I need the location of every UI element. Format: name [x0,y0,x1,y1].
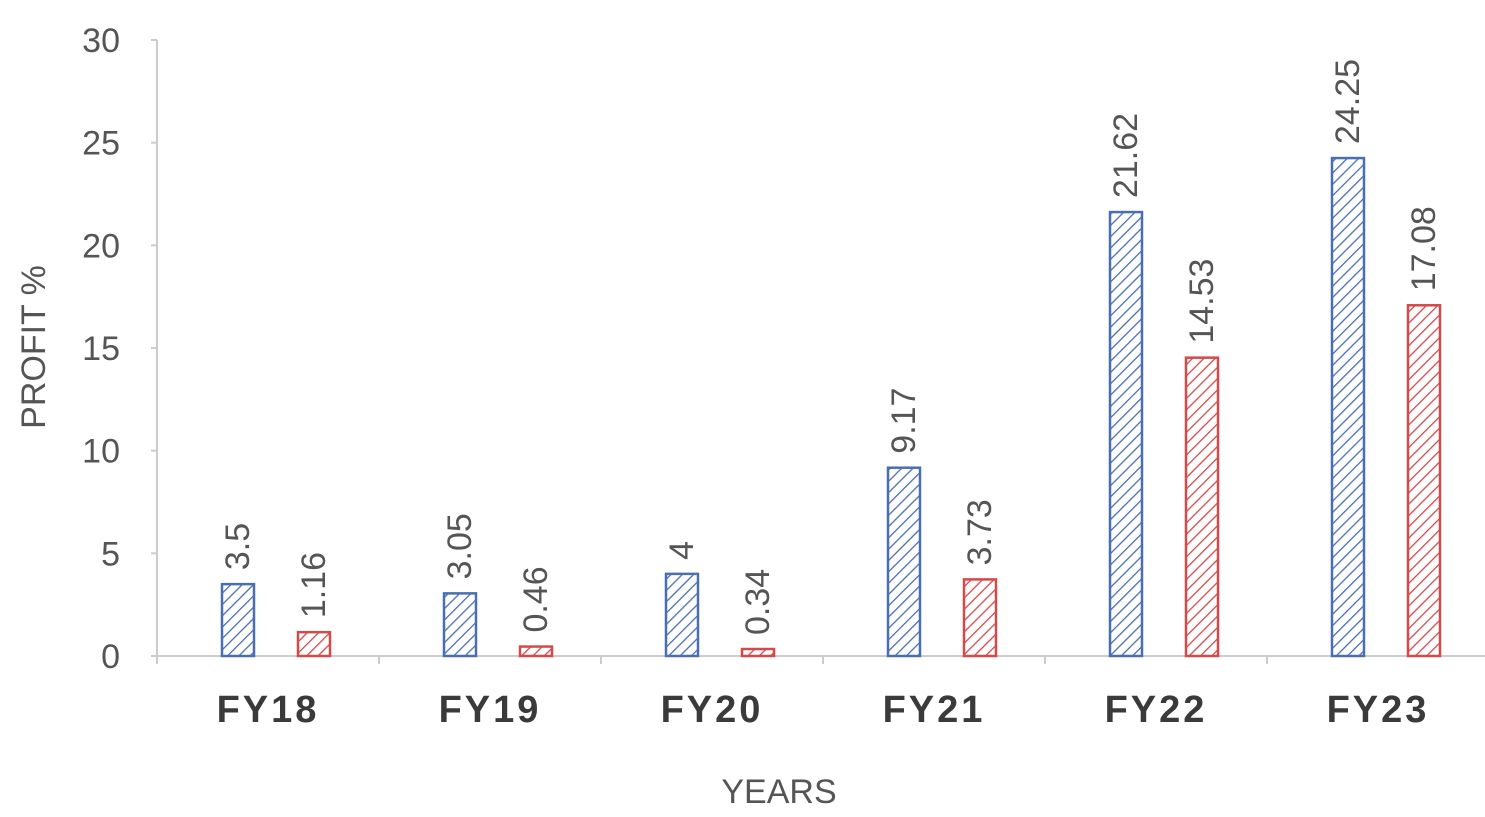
data-label-series2-fy22: 14.53 [1183,259,1221,344]
data-label-series1-fy19: 3.05 [441,513,479,579]
x-tick-label-fy21: FY21 [883,689,986,731]
y-axis-ticks: 0 5 10 15 20 25 30 [82,22,157,676]
bar-series2-fy21 [962,578,998,658]
bar-series2-fy18 [296,630,332,658]
bar-series1-fy23 [1330,156,1366,658]
bar-series1-fy22 [1108,210,1144,658]
data-label-series1-fy20: 4 [663,541,701,560]
bar-series1-fy18 [220,582,256,658]
x-tick-label-fy20: FY20 [661,689,764,731]
data-label-series1-fy21: 9.17 [885,388,923,454]
y-tick-label: 5 [101,535,120,573]
bar-series2-fy20 [740,647,776,658]
y-tick-label: 30 [82,22,120,60]
x-tick-label-fy23: FY23 [1327,689,1430,731]
y-tick-label: 15 [82,330,120,368]
data-label-series2-fy18: 1.16 [295,552,333,618]
data-label-series1-fy23: 24.25 [1329,59,1367,144]
data-label-series2-fy20: 0.34 [739,569,777,635]
data-label-series2-fy23: 17.08 [1405,206,1443,291]
x-axis-ticks: FY18 FY19 FY20 FY21 FY22 FY23 [156,656,1430,731]
y-tick-label: 25 [82,125,120,163]
bar-series1-fy19 [442,592,478,658]
x-tick-label-fy19: FY19 [439,689,542,731]
data-label-series1-fy22: 21.62 [1107,113,1145,198]
y-axis-label: PROFIT % [15,265,53,429]
bar-series1-fy21 [886,466,922,658]
bar-series2-fy23 [1406,304,1442,658]
data-label-series1-fy18: 3.5 [219,523,257,570]
x-tick-label-fy18: FY18 [217,689,320,731]
y-tick-label: 0 [101,638,120,676]
y-tick-label: 20 [82,227,120,265]
x-axis-label: YEARS [721,773,836,811]
axes [156,40,1485,657]
x-tick-label-fy22: FY22 [1105,689,1208,731]
bars [220,156,1442,658]
data-label-series2-fy19: 0.46 [517,566,555,632]
bar-series1-fy20 [664,572,700,658]
y-tick-label: 10 [82,433,120,471]
data-label-series2-fy21: 3.73 [961,499,999,565]
bar-series2-fy19 [518,645,554,658]
data-labels: 3.5 3.05 4 9.17 21.62 24.25 1.16 0.46 0.34 3.73 14… [219,59,1443,635]
bar-series2-fy22 [1184,356,1220,658]
